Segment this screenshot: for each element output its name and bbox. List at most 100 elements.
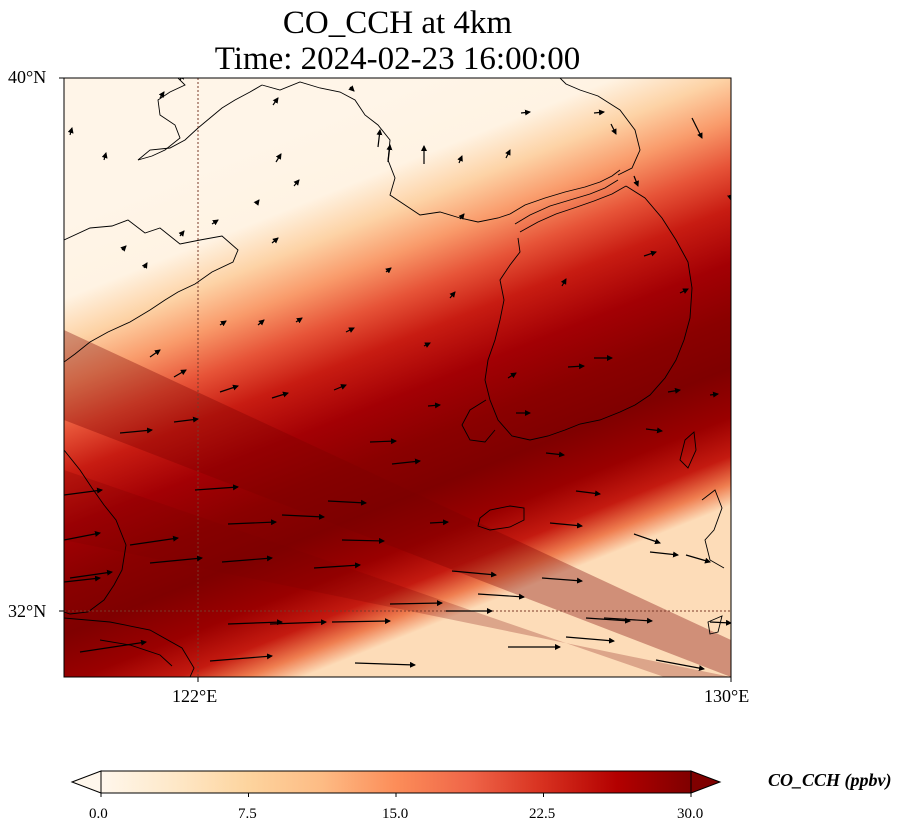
colorbar-tick-label: 7.5 xyxy=(238,806,257,822)
wind-arrow xyxy=(633,533,661,545)
wind-arrow xyxy=(385,267,392,274)
wind-vectors xyxy=(64,78,731,672)
lon-tick-label-130e: 130°E xyxy=(704,686,750,706)
wind-arrow xyxy=(269,619,327,626)
wind-arrow xyxy=(331,618,391,625)
wind-arrow xyxy=(429,519,449,526)
map-title-line-2: Time: 2024-02-23 16:00:00 xyxy=(214,41,581,77)
wind-arrow xyxy=(565,636,615,644)
wind-arrow xyxy=(101,152,108,161)
map-title-line-1: CO_CCH at 4km xyxy=(282,5,513,41)
wind-arrow xyxy=(567,363,585,370)
wind-arrow xyxy=(369,438,397,445)
colorbar-tick-label: 15.0 xyxy=(382,806,409,822)
wind-arrow xyxy=(667,387,681,394)
colorbar xyxy=(70,770,722,797)
wind-arrow xyxy=(341,537,385,544)
gridlines xyxy=(64,78,731,677)
map-frame xyxy=(63,77,732,678)
wind-arrow xyxy=(549,522,583,529)
wind-arrow xyxy=(645,427,663,434)
wind-arrow xyxy=(423,342,431,348)
lon-tick-label-122e: 122°E xyxy=(172,686,218,706)
wind-arrow xyxy=(520,109,531,116)
wind-arrow xyxy=(67,127,74,136)
wind-arrow xyxy=(293,179,300,187)
wind-arrow xyxy=(507,372,517,379)
wind-arrow xyxy=(327,499,367,506)
wind-arrow xyxy=(295,317,303,324)
wind-arrow xyxy=(149,349,161,358)
colorbar-extend-low xyxy=(70,770,102,794)
wind-arrow xyxy=(391,458,421,465)
colorbar-title: CO_CCH (ppbv) xyxy=(768,770,892,790)
colorbar-tick-label: 0.0 xyxy=(89,806,108,822)
wind-arrow xyxy=(129,535,179,546)
lat-tick-label-40n: 40°N xyxy=(8,67,47,87)
wind-arrow xyxy=(477,593,525,600)
wind-arrow xyxy=(593,109,605,116)
wind-arrow xyxy=(178,78,185,81)
wind-arrow xyxy=(119,427,153,434)
wind-arrow xyxy=(649,551,679,558)
co-concentration-field xyxy=(64,78,731,677)
wind-arrow xyxy=(545,451,565,458)
wind-arrow xyxy=(120,245,127,252)
wind-arrow xyxy=(158,91,165,99)
wind-arrow xyxy=(141,262,148,269)
wind-arrow xyxy=(227,519,277,526)
colorbar-tick-label: 22.5 xyxy=(529,806,556,822)
wind-arrow xyxy=(64,487,103,496)
wind-arrow xyxy=(541,577,583,584)
wind-arrow xyxy=(64,575,101,583)
wind-arrow xyxy=(709,619,731,626)
wind-arrow xyxy=(691,117,703,139)
wind-arrow xyxy=(389,600,443,607)
wind-arrow xyxy=(643,250,657,257)
wind-arrow xyxy=(64,531,101,541)
wind-arrow xyxy=(149,555,203,564)
axis-ticks xyxy=(59,77,732,682)
wind-arrow xyxy=(709,391,719,398)
wind-arrow xyxy=(458,213,465,220)
wind-arrow xyxy=(386,144,393,163)
colorbar-tick-label: 30.0 xyxy=(677,806,704,822)
wind-arrow xyxy=(253,199,260,206)
wind-arrow xyxy=(211,219,219,226)
wind-arrow xyxy=(271,391,289,399)
wind-arrow xyxy=(257,319,265,326)
wind-arrow xyxy=(173,416,199,423)
lat-tick-label-32n: 32°N xyxy=(8,601,47,621)
wind-arrow xyxy=(685,554,711,564)
map-panel xyxy=(64,78,731,677)
wind-arrow xyxy=(272,97,279,106)
wind-arrow xyxy=(610,123,617,135)
wind-arrow xyxy=(219,384,239,393)
wind-arrow xyxy=(219,320,227,327)
wind-arrow xyxy=(376,129,383,148)
wind-arrow xyxy=(575,490,601,497)
wind-arrow xyxy=(79,639,147,653)
wind-arrow xyxy=(313,562,361,569)
wind-arrow xyxy=(227,619,283,626)
wind-arrow xyxy=(345,327,355,333)
wind-arrow xyxy=(633,175,639,187)
wind-arrow xyxy=(655,659,705,672)
wind-arrow xyxy=(457,155,463,164)
wind-arrow xyxy=(209,653,273,662)
wind-arrow xyxy=(69,569,113,579)
wind-arrow xyxy=(679,288,689,294)
wind-arrow xyxy=(281,513,325,520)
wind-arrow xyxy=(451,570,497,578)
wind-arrow xyxy=(173,369,187,378)
wind-arrow xyxy=(333,384,347,391)
colorbar-extend-high xyxy=(690,770,722,794)
wind-arrow xyxy=(178,230,185,237)
wind-arrow xyxy=(603,617,653,624)
wind-arrow xyxy=(221,555,273,563)
wind-arrow xyxy=(427,402,441,409)
wind-arrow xyxy=(449,291,456,299)
wind-arrow xyxy=(275,153,282,163)
co-high-band xyxy=(64,330,731,677)
